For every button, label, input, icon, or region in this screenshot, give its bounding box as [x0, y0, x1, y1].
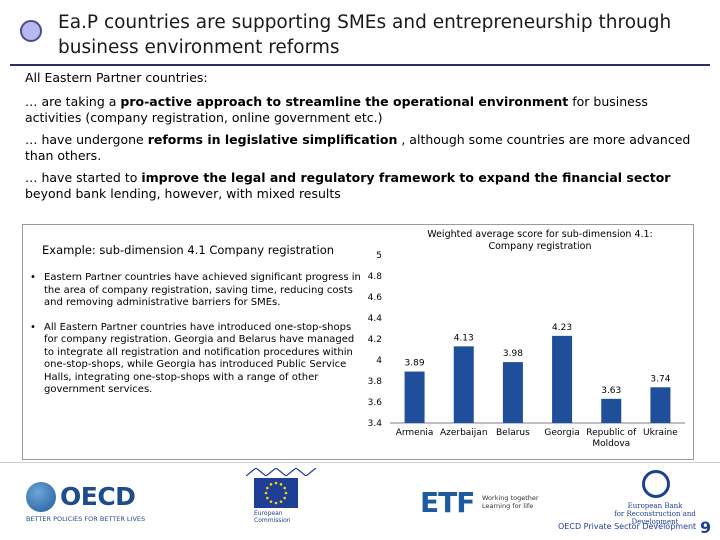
- example-panel: [22, 224, 694, 460]
- european-commission-logo: European Commission: [238, 468, 328, 530]
- ebrd-logo: European Bank for Reconstruction and Dev…: [610, 470, 700, 526]
- etf-wordmark: ETF: [420, 486, 475, 519]
- y-tick-label: 3.4: [368, 419, 383, 429]
- bar: [601, 398, 622, 423]
- chart-title: Weighted average score for sub-dimension…: [427, 229, 653, 252]
- eu-text: European Commission: [254, 510, 291, 524]
- data-label: 3.74: [650, 374, 670, 384]
- example-title: Example: sub-dimension 4.1 Company regis…: [42, 243, 335, 257]
- etf-tagline-line-1: Working together: [482, 494, 539, 502]
- etf-logo: ETF Working together Learning for life: [420, 480, 540, 524]
- data-label: 4.13: [454, 333, 474, 343]
- oecd-wordmark: OECD: [60, 482, 136, 511]
- eu-star: [283, 496, 286, 500]
- eu-star: [279, 500, 283, 503]
- ebrd-text-line-2: for Reconstruction and Development: [614, 510, 696, 526]
- example-bullet-1-text: Eastern Partner countries have achieved …: [44, 272, 361, 308]
- bullet-dot: •: [30, 272, 36, 283]
- eu-text-line-1: European: [254, 510, 283, 517]
- etf-tagline-line-2: Learning for life: [482, 502, 534, 510]
- bar: [650, 387, 671, 423]
- eu-flag-icon: [254, 478, 298, 508]
- intro-point-1-prefix: … are taking a: [25, 94, 121, 109]
- y-tick-label: 3.8: [368, 377, 383, 387]
- x-tick-label: Azerbaijan: [440, 428, 488, 438]
- y-tick-label: 4.6: [368, 293, 383, 303]
- y-tick-label: 4.2: [368, 335, 382, 345]
- eu-star: [269, 483, 273, 486]
- intro-point-2-prefix: … have undergone: [25, 132, 148, 147]
- oecd-tagline: BETTER POLICIES FOR BETTER LIVES: [26, 515, 146, 523]
- bar: [552, 335, 573, 423]
- intro-point-3: … have started to improve the legal and …: [25, 170, 695, 202]
- intro-point-3-suffix: beyond bank lending, however, with mixed…: [25, 186, 341, 201]
- commission-building-icon: [246, 468, 317, 476]
- eu-star: [266, 496, 269, 500]
- example-bullet-2: • All Eastern Partner countries have int…: [30, 322, 365, 397]
- footer-caption: OECD Private Sector Development: [558, 522, 697, 531]
- ebrd-text-line-1: European Bank: [627, 502, 683, 510]
- x-tick-label: Georgia: [544, 428, 579, 438]
- oecd-logo: OECD BETTER POLICIES FOR BETTER LIVES: [26, 482, 166, 526]
- data-label: 3.89: [405, 359, 425, 369]
- intro-text: All Eastern Partner countries: … are tak…: [25, 70, 695, 208]
- bar: [502, 362, 523, 423]
- footer-divider: [0, 462, 720, 463]
- x-tick-label: Republic of: [586, 428, 637, 438]
- intro-point-1-bold: pro-active approach to streamline the op…: [120, 94, 569, 109]
- x-tick-label: Belarus: [496, 428, 530, 438]
- intro-lead: All Eastern Partner countries:: [25, 70, 208, 85]
- title-bullet-circle: [20, 20, 42, 42]
- example-bullet-2-text: All Eastern Partner countries have intro…: [44, 321, 355, 396]
- intro-point-3-bold: improve the legal and regulatory framewo…: [141, 170, 671, 185]
- page-number: 9: [700, 518, 712, 537]
- x-tick-label: Armenia: [396, 428, 434, 438]
- bar: [453, 346, 474, 423]
- intro-point-2: … have undergone reforms in legislative …: [25, 132, 695, 164]
- y-tick-label: 4.8: [368, 272, 383, 282]
- intro-point-1: … are taking a pro-active approach to st…: [25, 94, 695, 126]
- data-label: 3.98: [503, 349, 523, 359]
- x-tick-label: Moldova: [592, 439, 630, 449]
- ebrd-text: European Bank for Reconstruction and Dev…: [610, 502, 700, 526]
- eu-star: [274, 481, 278, 485]
- example-bullet-1: • Eastern Partner countries have achieve…: [30, 272, 365, 310]
- data-label: 3.63: [601, 386, 621, 396]
- intro-point-2-suffix: , although some countries are more advan…: [25, 132, 691, 163]
- y-tick-label: 4: [376, 356, 382, 366]
- eu-star: [266, 486, 269, 490]
- eu-star: [279, 483, 283, 486]
- intro-point-2-bold: reforms in legislative simplification: [147, 132, 398, 147]
- y-tick-label: 5: [376, 251, 382, 261]
- example-bullets: • Eastern Partner countries have achieve…: [30, 272, 365, 409]
- eu-star: [269, 500, 273, 503]
- eu-star: [283, 486, 286, 490]
- oecd-globe-icon: [26, 482, 56, 512]
- x-tick-label: Ukraine: [643, 428, 678, 438]
- eu-star: [274, 501, 278, 505]
- intro-point-3-prefix: … have started to: [25, 170, 142, 185]
- y-tick-label: 3.6: [368, 398, 383, 408]
- bar: [404, 371, 425, 423]
- data-label: 4.23: [552, 323, 572, 333]
- slide-title: Ea.P countries are supporting SMEs and e…: [58, 12, 672, 58]
- ebrd-globe-icon: [642, 470, 670, 498]
- eu-star: [264, 491, 268, 495]
- intro-point-1-suffix: for business activities (company registr…: [25, 94, 648, 125]
- title-divider: [10, 64, 710, 66]
- y-tick-label: 4.4: [368, 314, 383, 324]
- eu-star: [284, 491, 288, 495]
- eu-text-line-2: Commission: [254, 517, 291, 524]
- bullet-dot: •: [30, 321, 36, 333]
- etf-tagline: Working together Learning for life: [482, 494, 539, 510]
- bar-chart: 3.4 3.6 3.8 4 4.2 4.4 4.6 4.8 5 3.89 Armenia 4.13 Az…: [368, 251, 685, 449]
